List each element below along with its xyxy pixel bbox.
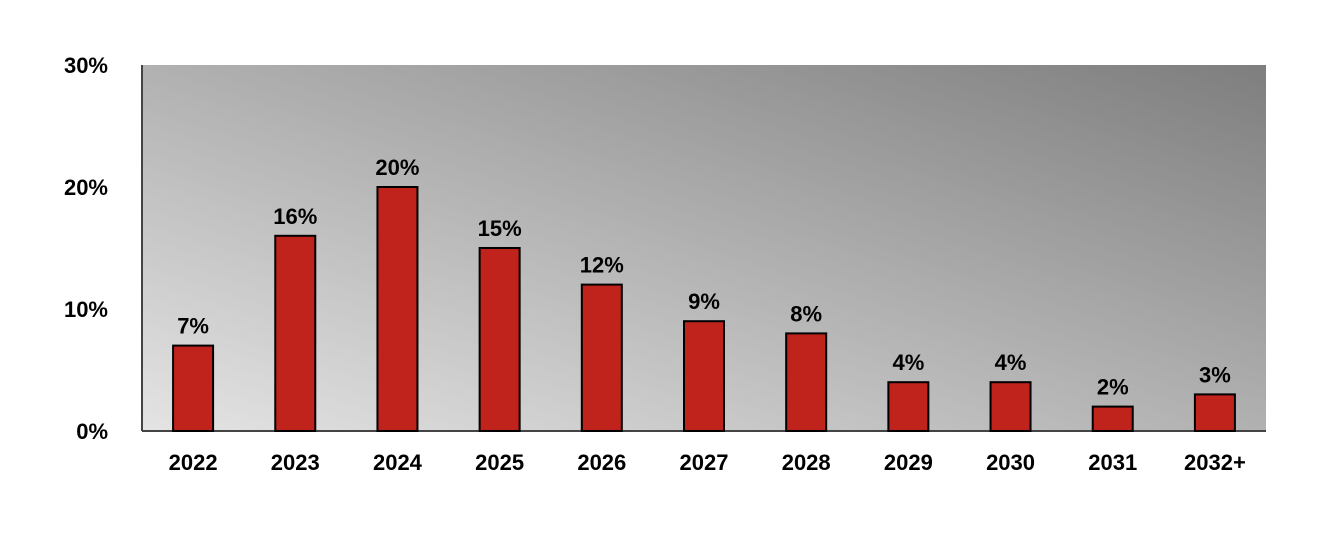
bar-value-label: 8% <box>790 301 822 326</box>
bar-value-label: 9% <box>688 289 720 314</box>
x-tick-label: 2024 <box>373 450 423 475</box>
bar-value-label: 3% <box>1199 362 1231 387</box>
bar <box>478 247 521 432</box>
bar-value-label: 7% <box>177 314 209 339</box>
bar <box>376 186 419 432</box>
x-tick-label: 2026 <box>577 450 626 475</box>
bar <box>989 381 1032 433</box>
x-tick-label: 2029 <box>884 450 933 475</box>
x-tick-label: 2031 <box>1088 450 1137 475</box>
x-tick-label: 2032+ <box>1184 450 1246 475</box>
x-axis-ticks: 2022 2023 2024 2025 2026 2027 2028 2029 2030 2031… <box>169 450 1246 475</box>
bar-series <box>172 186 1236 433</box>
bar <box>172 344 215 433</box>
x-tick-label: 2030 <box>986 450 1035 475</box>
y-axis-ticks: 0% 10% 20% 30% <box>64 53 108 444</box>
bar-value-label: 12% <box>580 253 624 278</box>
bar-value-label: 16% <box>273 204 317 229</box>
x-tick-label: 2023 <box>271 450 320 475</box>
data-labels: 7% 16% 20% 15% 12% 9% 8% 4% 4% 2% 3% <box>177 155 1231 400</box>
x-tick-label: 2028 <box>782 450 831 475</box>
bar-value-label: 20% <box>375 155 419 180</box>
x-tick-label: 2025 <box>475 450 524 475</box>
bar-value-label: 4% <box>995 350 1027 375</box>
bar <box>887 381 930 433</box>
bar-value-label: 15% <box>478 216 522 241</box>
y-tick-label: 20% <box>64 175 108 200</box>
bar <box>683 320 725 433</box>
bar-value-label: 2% <box>1097 375 1129 400</box>
y-tick-label: 30% <box>64 53 108 78</box>
bar-value-label: 4% <box>892 350 924 375</box>
bar <box>785 332 828 432</box>
bar <box>1193 393 1236 432</box>
bar <box>580 283 623 432</box>
x-tick-label: 2022 <box>169 450 218 475</box>
x-tick-label: 2027 <box>680 450 729 475</box>
y-tick-label: 10% <box>64 297 108 322</box>
y-tick-label: 0% <box>76 419 108 444</box>
bar <box>1091 405 1134 433</box>
bar <box>274 234 317 432</box>
